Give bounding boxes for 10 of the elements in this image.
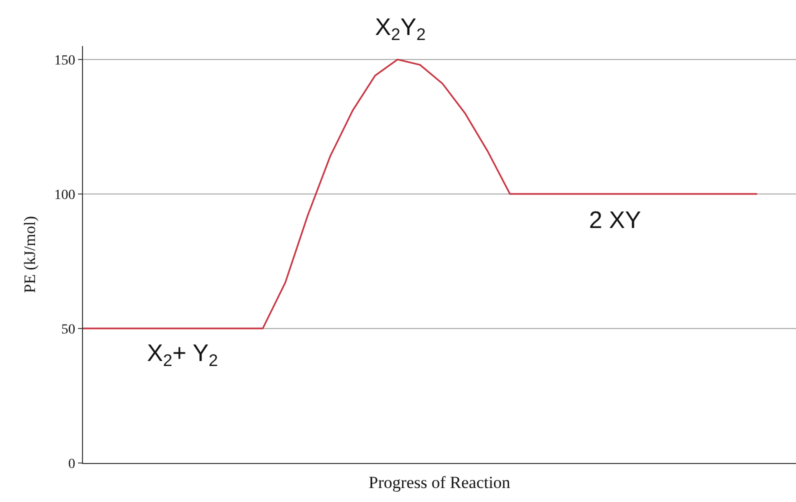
y-tick-label: 0 [68,456,76,472]
annotation: X$_{2}$+ Y$_{2}$ [147,340,218,370]
line-series [83,58,758,330]
y-tick-label: 50 [61,322,76,338]
y-tick-label: 100 [54,188,76,203]
text: X$_{2}$Y$_{2}$ [375,14,426,44]
y-axis-title: PE (kJ/mol) [22,216,40,293]
y-tick-label: 150 [54,53,76,68]
annotation: 2 XY [589,207,642,234]
x-axis-title: Progress of Reaction [368,472,511,492]
